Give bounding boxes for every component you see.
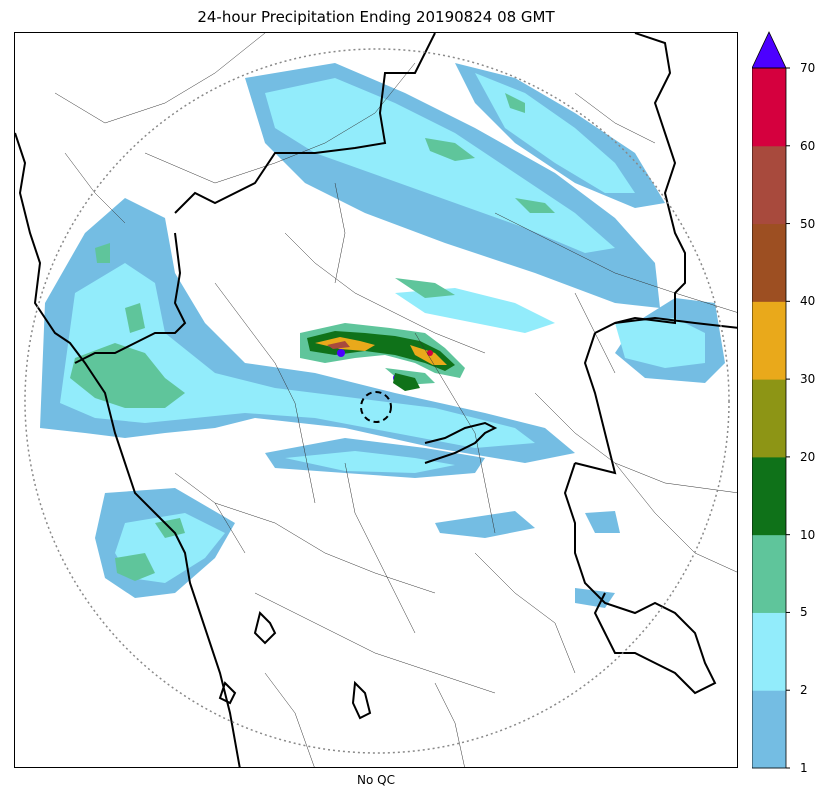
colorbar-bin xyxy=(752,690,786,769)
colorbar-bin xyxy=(752,301,786,380)
colorbar-bin xyxy=(752,534,786,613)
state-boundaries xyxy=(15,33,737,767)
district-boundaries xyxy=(54,33,737,767)
colorbar-tick-label: 20 xyxy=(800,449,816,464)
plot-title: 24-hour Precipitation Ending 20190824 08… xyxy=(197,8,555,26)
colorbar-tick-label: 2 xyxy=(800,683,808,698)
colorbar-tick-label: 40 xyxy=(800,294,816,309)
radar-range-ring xyxy=(24,48,730,754)
colorbar-extend-triangle xyxy=(751,31,787,69)
colorbar xyxy=(751,30,792,770)
colorbar-graphic xyxy=(751,31,790,769)
colorbar-tick-label: 1 xyxy=(800,761,808,775)
colorbar-tick-label: 70 xyxy=(800,61,816,75)
precipitation-map xyxy=(15,33,737,767)
x-axis-label: No QC xyxy=(357,773,395,787)
colorbar-bin xyxy=(752,612,786,691)
colorbar-tick-label: 50 xyxy=(800,216,816,231)
colorbar-tick-label: 5 xyxy=(800,605,808,620)
colorbar-bin xyxy=(752,223,786,302)
radar-site-ring xyxy=(360,391,392,423)
map-panel xyxy=(14,32,738,768)
colorbar-tick-label: 30 xyxy=(800,372,816,387)
colorbar-bin xyxy=(752,68,786,147)
colorbar-tick-label: 60 xyxy=(800,138,816,153)
colorbar-bin xyxy=(752,456,786,536)
colorbar-outline xyxy=(751,67,787,769)
colorbar-tick-label: 10 xyxy=(800,527,816,542)
precip-cells-intense xyxy=(300,323,465,391)
colorbar-bin xyxy=(752,379,786,458)
colorbar-bin xyxy=(752,145,786,225)
precip-band-5-10 xyxy=(70,93,555,581)
